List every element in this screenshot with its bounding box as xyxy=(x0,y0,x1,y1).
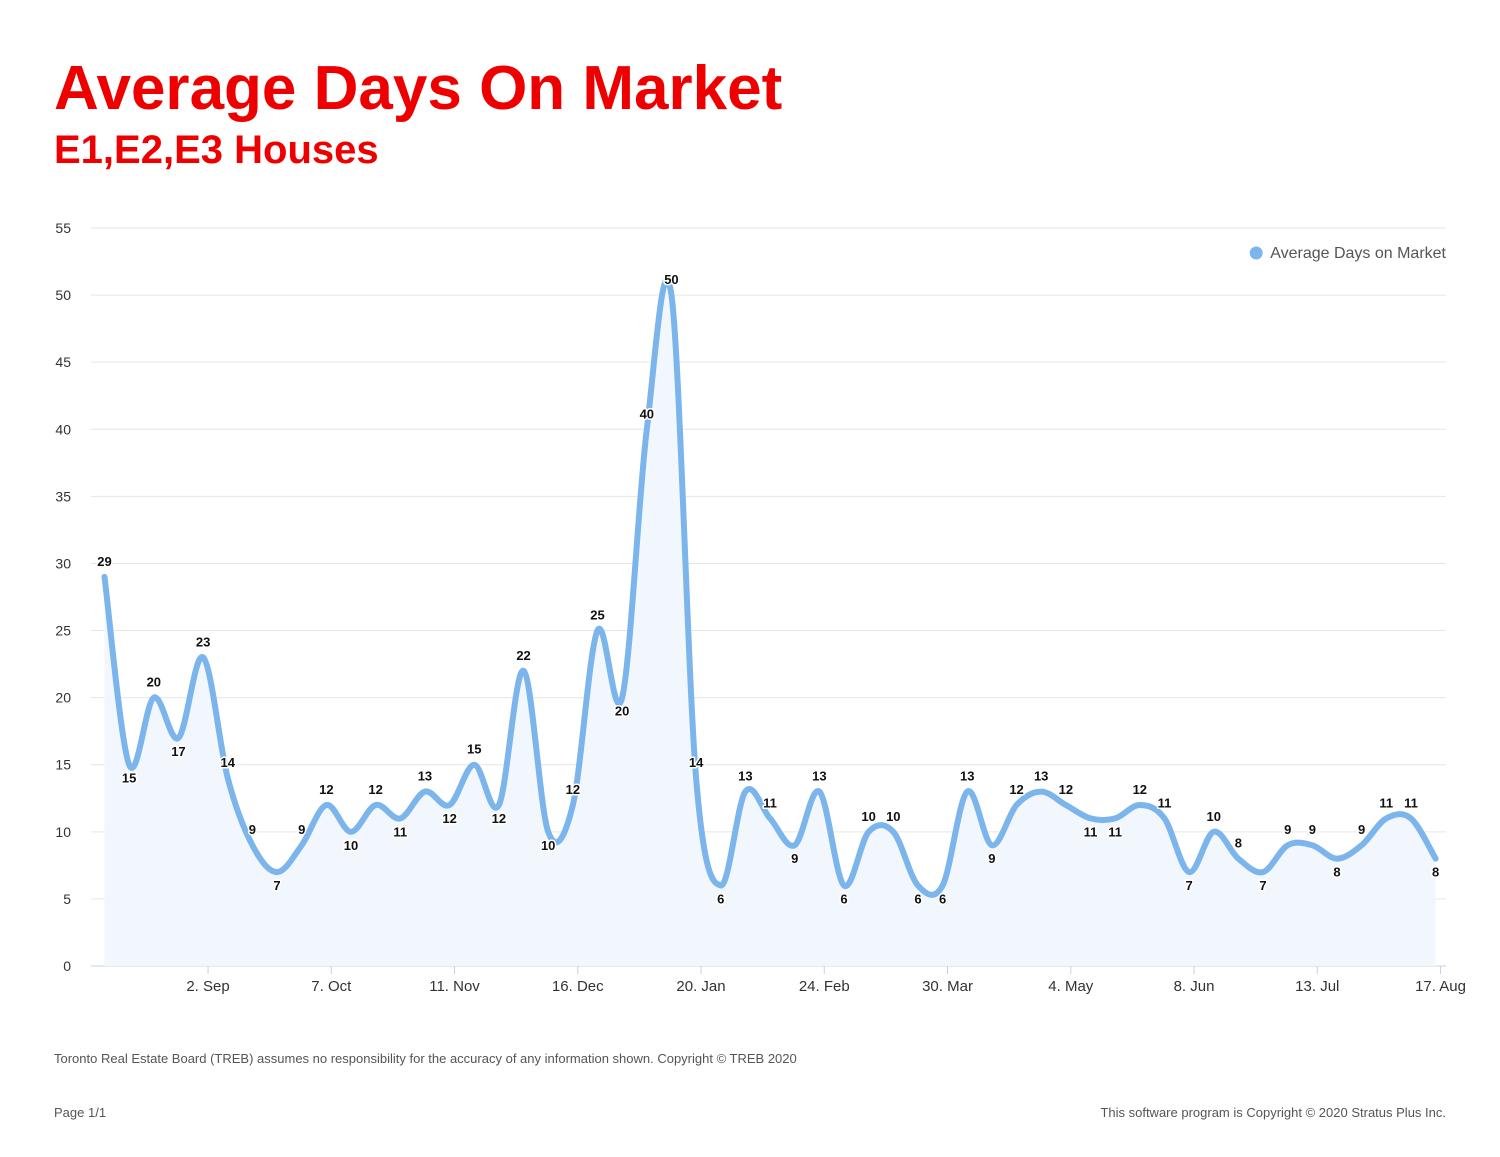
data-label: 11 xyxy=(1379,795,1393,810)
data-label: 11 xyxy=(763,795,777,810)
data-label: 11 xyxy=(393,824,407,839)
y-tick-label: 50 xyxy=(55,287,71,303)
data-label: 9 xyxy=(249,822,256,837)
data-label: 9 xyxy=(1358,822,1365,837)
data-label: 13 xyxy=(418,769,432,784)
data-label: 9 xyxy=(1284,822,1291,837)
data-label: 11 xyxy=(1108,824,1122,839)
data-label: 11 xyxy=(1404,795,1418,810)
y-tick-label: 45 xyxy=(55,354,71,370)
data-label: 8 xyxy=(1432,865,1439,880)
data-label: 12 xyxy=(319,782,333,797)
data-label: 20 xyxy=(615,704,629,719)
data-label: 13 xyxy=(738,769,752,784)
data-label: 10 xyxy=(861,809,875,824)
x-tick-label: 2. Sep xyxy=(186,978,229,995)
y-tick-label: 20 xyxy=(55,690,71,706)
x-tick-label: 17. Aug xyxy=(1415,978,1466,995)
series-area xyxy=(104,280,1436,966)
data-label: 7 xyxy=(1185,878,1192,893)
y-tick-label: 5 xyxy=(63,891,71,907)
data-labels: 29 15 20 17 23 14 9 7 9 12 10 12 11 13 12 15 12 22 10 12 25 2… xyxy=(96,271,1441,908)
data-label: 9 xyxy=(988,851,995,866)
x-tick-label: 20. Jan xyxy=(676,978,725,995)
y-axis: 0 5 10 15 20 25 30 35 40 45 50 55 xyxy=(55,220,71,974)
x-tick-label: 4. May xyxy=(1048,978,1094,995)
series-line[interactable] xyxy=(101,277,1439,898)
data-label: 11 xyxy=(1084,824,1098,839)
data-label: 14 xyxy=(689,755,704,770)
data-label: 8 xyxy=(1235,836,1242,851)
data-label: 10 xyxy=(541,838,555,853)
data-label: 23 xyxy=(196,634,210,649)
y-tick-label: 10 xyxy=(55,824,71,840)
x-tick-label: 7. Oct xyxy=(311,978,352,995)
legend-marker xyxy=(1249,246,1263,260)
data-label: 13 xyxy=(812,769,826,784)
y-tick-label: 25 xyxy=(55,623,71,639)
data-label: 20 xyxy=(147,675,161,690)
data-label: 15 xyxy=(467,742,481,757)
data-label: 22 xyxy=(516,648,530,663)
plot-area xyxy=(101,277,1439,966)
y-tick-label: 55 xyxy=(55,220,71,236)
chart-title: Average Days On Market xyxy=(54,54,783,123)
data-label: 12 xyxy=(1009,782,1023,797)
data-label: 9 xyxy=(791,851,798,866)
data-label: 12 xyxy=(566,782,580,797)
data-label: 50 xyxy=(664,272,678,287)
x-axis: 2. Sep 7. Oct 11. Nov 16. Dec 20. Jan 24. Feb… xyxy=(186,966,1466,995)
data-label: 12 xyxy=(1059,782,1073,797)
data-label: 9 xyxy=(1309,822,1316,837)
data-label: 6 xyxy=(840,891,847,906)
chart-subtitle: E1,E2,E3 Houses xyxy=(54,128,379,172)
data-label: 8 xyxy=(1333,865,1340,880)
y-tick-label: 30 xyxy=(55,555,71,571)
data-label: 13 xyxy=(960,769,974,784)
line-chart: 0 5 10 15 20 25 30 35 40 45 50 55 2. Sep 7. Oct 11. N… xyxy=(55,220,1466,995)
data-label: 11 xyxy=(1158,795,1172,810)
data-label: 7 xyxy=(1259,878,1266,893)
x-tick-label: 24. Feb xyxy=(799,978,850,995)
page-number: Page 1/1 xyxy=(54,1105,107,1120)
data-label: 10 xyxy=(344,838,358,853)
legend[interactable]: Average Days on Market xyxy=(1249,245,1447,262)
x-tick-label: 8. Jun xyxy=(1174,978,1215,995)
y-tick-label: 15 xyxy=(55,757,71,773)
x-tick-label: 16. Dec xyxy=(552,978,604,995)
y-tick-label: 35 xyxy=(55,488,71,504)
data-label: 6 xyxy=(914,891,921,906)
data-label: 13 xyxy=(1034,769,1048,784)
data-label: 10 xyxy=(886,809,900,824)
data-label: 40 xyxy=(640,406,654,421)
data-label: 12 xyxy=(442,811,456,826)
data-label: 9 xyxy=(298,822,305,837)
data-label: 6 xyxy=(717,891,724,906)
data-label: 12 xyxy=(492,811,506,826)
legend-label[interactable]: Average Days on Market xyxy=(1270,245,1446,262)
x-tick-label: 11. Nov xyxy=(429,978,480,995)
data-label: 12 xyxy=(1133,782,1147,797)
data-label: 10 xyxy=(1207,809,1221,824)
data-label: 14 xyxy=(221,755,236,770)
y-tick-label: 40 xyxy=(55,421,71,437)
y-tick-label: 0 xyxy=(63,958,71,974)
data-label: 25 xyxy=(590,608,604,623)
x-tick-label: 30. Mar xyxy=(922,978,973,995)
copyright-text: This software program is Copyright © 202… xyxy=(1100,1105,1446,1120)
data-label: 12 xyxy=(368,782,382,797)
disclaimer-text: Toronto Real Estate Board (TREB) assumes… xyxy=(54,1051,797,1066)
data-label: 6 xyxy=(939,891,946,906)
data-label: 7 xyxy=(273,878,280,893)
data-label: 29 xyxy=(97,554,111,569)
x-tick-label: 13. Jul xyxy=(1295,978,1339,995)
grid-lines xyxy=(91,227,1446,967)
data-label: 17 xyxy=(171,744,185,759)
data-label: 15 xyxy=(122,771,136,786)
